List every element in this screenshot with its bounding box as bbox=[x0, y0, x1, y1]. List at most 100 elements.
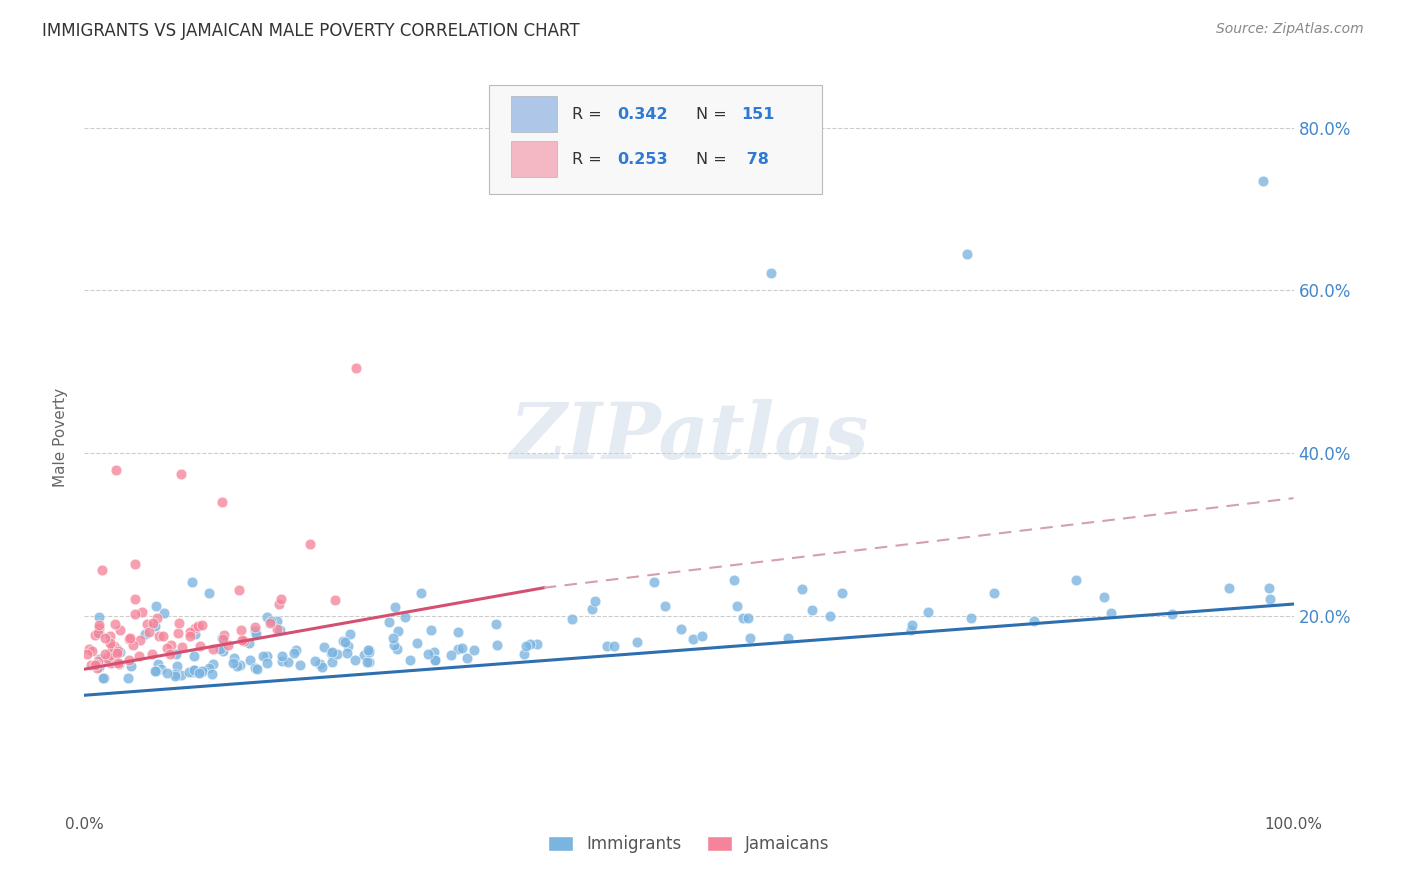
Text: 0.253: 0.253 bbox=[617, 152, 668, 167]
Point bbox=[153, 606, 176, 620]
Point bbox=[138, 625, 160, 640]
Text: 151: 151 bbox=[741, 107, 775, 121]
Point bbox=[134, 627, 156, 641]
Text: R =: R = bbox=[572, 152, 606, 167]
Point bbox=[100, 645, 122, 659]
Point bbox=[86, 661, 108, 675]
Point bbox=[100, 648, 122, 663]
Point bbox=[1218, 581, 1240, 595]
Point bbox=[142, 615, 165, 630]
Point bbox=[238, 653, 260, 667]
Point bbox=[233, 634, 256, 648]
Point bbox=[357, 642, 380, 657]
Point bbox=[243, 624, 266, 638]
Point bbox=[339, 626, 361, 640]
Point bbox=[222, 650, 245, 665]
Point bbox=[105, 463, 128, 477]
Text: 0.342: 0.342 bbox=[617, 107, 668, 121]
Point bbox=[283, 646, 305, 660]
Point bbox=[731, 611, 754, 625]
Point bbox=[87, 626, 110, 640]
Point bbox=[160, 638, 183, 652]
Point bbox=[425, 652, 447, 666]
Point bbox=[266, 615, 288, 629]
Point bbox=[149, 662, 172, 676]
Point bbox=[759, 266, 782, 280]
Point bbox=[406, 636, 429, 650]
Point bbox=[270, 592, 292, 607]
Point bbox=[446, 625, 468, 640]
Point bbox=[669, 622, 692, 636]
Point bbox=[163, 669, 186, 683]
Point bbox=[737, 611, 759, 625]
Point bbox=[1092, 590, 1115, 604]
Point bbox=[256, 610, 278, 624]
Legend: Immigrants, Jamaicans: Immigrants, Jamaicans bbox=[541, 829, 837, 860]
Point bbox=[118, 632, 141, 647]
Point bbox=[643, 574, 665, 589]
Point bbox=[181, 665, 204, 679]
Point bbox=[105, 646, 128, 660]
Point bbox=[145, 665, 167, 679]
Point bbox=[561, 612, 583, 626]
Point bbox=[270, 649, 292, 664]
Point bbox=[423, 645, 446, 659]
Point bbox=[187, 619, 209, 633]
Point bbox=[201, 641, 224, 656]
Bar bbox=[512, 96, 557, 132]
Point bbox=[357, 643, 380, 657]
Y-axis label: Male Poverty: Male Poverty bbox=[53, 387, 69, 487]
Bar bbox=[512, 141, 557, 178]
Point bbox=[93, 671, 115, 685]
Point bbox=[103, 640, 125, 654]
Point bbox=[94, 632, 117, 646]
Point bbox=[217, 638, 239, 652]
Point bbox=[211, 632, 233, 647]
Point bbox=[159, 647, 181, 661]
Point bbox=[211, 631, 233, 645]
Point bbox=[177, 665, 200, 679]
Point bbox=[336, 646, 359, 660]
Text: N =: N = bbox=[696, 107, 733, 121]
Point bbox=[124, 607, 146, 621]
Point bbox=[156, 665, 179, 680]
Point bbox=[108, 645, 131, 659]
Point bbox=[128, 648, 150, 663]
Point bbox=[917, 605, 939, 619]
Point bbox=[183, 663, 205, 677]
Point bbox=[108, 623, 131, 637]
Point bbox=[107, 644, 129, 658]
Point bbox=[208, 641, 231, 656]
Point bbox=[121, 639, 143, 653]
Point bbox=[120, 658, 142, 673]
Point bbox=[277, 655, 299, 669]
Point bbox=[143, 619, 166, 633]
Point bbox=[595, 640, 617, 654]
Point bbox=[165, 647, 187, 661]
Point bbox=[146, 657, 169, 671]
Point bbox=[184, 627, 207, 641]
Point bbox=[183, 663, 205, 677]
Point bbox=[89, 651, 111, 665]
Point bbox=[603, 639, 626, 653]
Point bbox=[259, 616, 281, 631]
Text: R =: R = bbox=[572, 107, 606, 121]
Point bbox=[1160, 607, 1182, 621]
Point bbox=[420, 624, 443, 638]
Point bbox=[456, 651, 478, 665]
Point bbox=[900, 618, 922, 632]
Point bbox=[84, 658, 107, 673]
Point bbox=[198, 586, 221, 600]
Point bbox=[260, 614, 283, 628]
Point bbox=[94, 647, 117, 661]
Point bbox=[485, 638, 508, 652]
Point bbox=[271, 654, 294, 668]
Point bbox=[100, 640, 122, 655]
Point bbox=[179, 624, 201, 639]
Point bbox=[960, 610, 983, 624]
Point bbox=[118, 632, 141, 646]
Point bbox=[191, 665, 214, 679]
Point bbox=[167, 626, 190, 640]
Point bbox=[983, 585, 1005, 599]
Point bbox=[156, 641, 179, 656]
